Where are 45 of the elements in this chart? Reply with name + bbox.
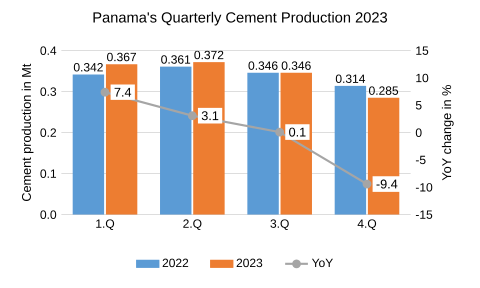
bar [106, 64, 138, 215]
y2-tick-label: 10 [416, 74, 428, 82]
bar [280, 72, 312, 215]
x-tick-label: 1.Q [96, 219, 114, 230]
y2-tick-label: 5 [416, 101, 422, 110]
point [362, 180, 372, 188]
y2-axis-title: YoY change in % [442, 85, 454, 180]
bar [72, 74, 104, 215]
legend-label: 2023 [236, 258, 262, 268]
legend-label: 2022 [162, 258, 188, 268]
y-tick-label: 0.3 [40, 87, 56, 96]
y-axis-title: Cement production in Mt [22, 64, 34, 201]
y2-tick-label: 0 [416, 128, 422, 137]
y-tick-label: 0.0 [40, 210, 56, 219]
data-label: -9.4 [376, 180, 398, 189]
point [275, 128, 284, 137]
x-tick-label: 2.Q [183, 219, 202, 230]
x-tick-label: 3.Q [270, 219, 289, 230]
bar [247, 72, 279, 215]
data-label: 0.314 [336, 74, 366, 83]
data-label: 0.372 [194, 50, 224, 60]
data-label: 0.367 [107, 52, 136, 62]
legend-label: YoY [312, 258, 333, 268]
data-label: 0.346 [282, 61, 311, 70]
bar [334, 86, 366, 215]
data-label: 0.1 [289, 128, 306, 137]
x-tick-label: 4.Q [358, 219, 376, 230]
data-label: 3.1 [202, 111, 218, 120]
point [100, 88, 110, 97]
bar [193, 62, 225, 215]
chart-title: Panama's Quarterly Cement Production 2023 [93, 12, 388, 26]
y-tick-label: 0.1 [40, 169, 56, 178]
data-label: 0.361 [161, 55, 190, 64]
data-label: 0.285 [369, 86, 398, 95]
point [188, 111, 197, 120]
y2-tick-label: -10 [416, 183, 432, 192]
y-tick-label: 0.2 [40, 128, 56, 137]
data-label: 7.4 [114, 88, 132, 97]
data-label: 0.342 [74, 63, 103, 72]
data-label: 0.346 [248, 61, 278, 70]
bar [160, 66, 192, 215]
y2-tick-label: 15 [416, 46, 428, 55]
y2-tick-label: -5 [416, 156, 426, 164]
y-tick-label: 0.4 [40, 46, 56, 55]
y2-tick-label: -15 [416, 210, 432, 219]
